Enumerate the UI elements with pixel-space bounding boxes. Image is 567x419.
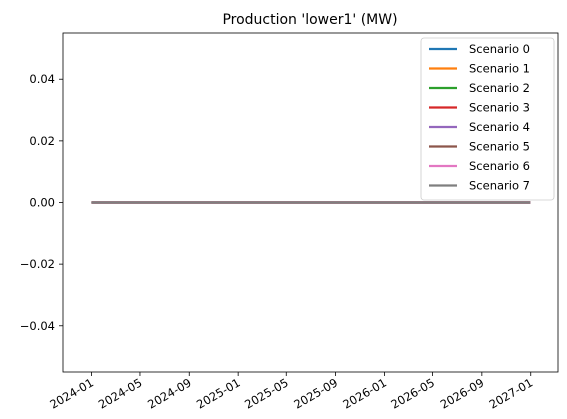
x-tick-label: 2025-09	[291, 375, 340, 411]
x-tick-label: 2024-01	[47, 375, 96, 411]
y-tick-label: 0.02	[29, 134, 55, 148]
y-axis: 0.04 0.02 0.00 −0.02 −0.04	[20, 72, 63, 333]
legend-label-0: Scenario 0	[469, 42, 530, 56]
legend-label-6: Scenario 6	[469, 159, 530, 173]
y-tick-label: 0.04	[29, 72, 55, 86]
x-tick-label: 2024-09	[145, 375, 194, 411]
x-tick-label: 2026-05	[388, 375, 437, 411]
legend-box	[420, 37, 555, 201]
x-tick-label: 2026-09	[438, 375, 487, 411]
legend-label-4: Scenario 4	[469, 120, 530, 134]
legend-label-2: Scenario 2	[469, 81, 530, 95]
x-tick-label: 2027-01	[487, 375, 536, 411]
legend-label-5: Scenario 5	[469, 140, 530, 154]
x-tick-label: 2026-01	[340, 375, 389, 411]
y-tick-label: −0.04	[20, 319, 55, 333]
x-tick-label: 2025-05	[242, 375, 291, 411]
legend-label-3: Scenario 3	[469, 101, 530, 115]
legend-label-7: Scenario 7	[469, 179, 530, 193]
y-tick-label: −0.02	[20, 257, 55, 271]
x-axis: 2024-01 2024-05 2024-09 2025-01 2025-05 2025-…	[47, 372, 535, 412]
legend-label-1: Scenario 1	[469, 62, 530, 76]
chart-title: Production 'lower1' (MW)	[222, 12, 397, 28]
x-tick-label: 2024-05	[96, 375, 145, 411]
x-tick-label: 2025-01	[194, 375, 243, 411]
y-tick-label: 0.00	[29, 196, 55, 210]
legend: Scenario 0 Scenario 1 Scenario 2 Scenario 3…	[420, 37, 555, 201]
